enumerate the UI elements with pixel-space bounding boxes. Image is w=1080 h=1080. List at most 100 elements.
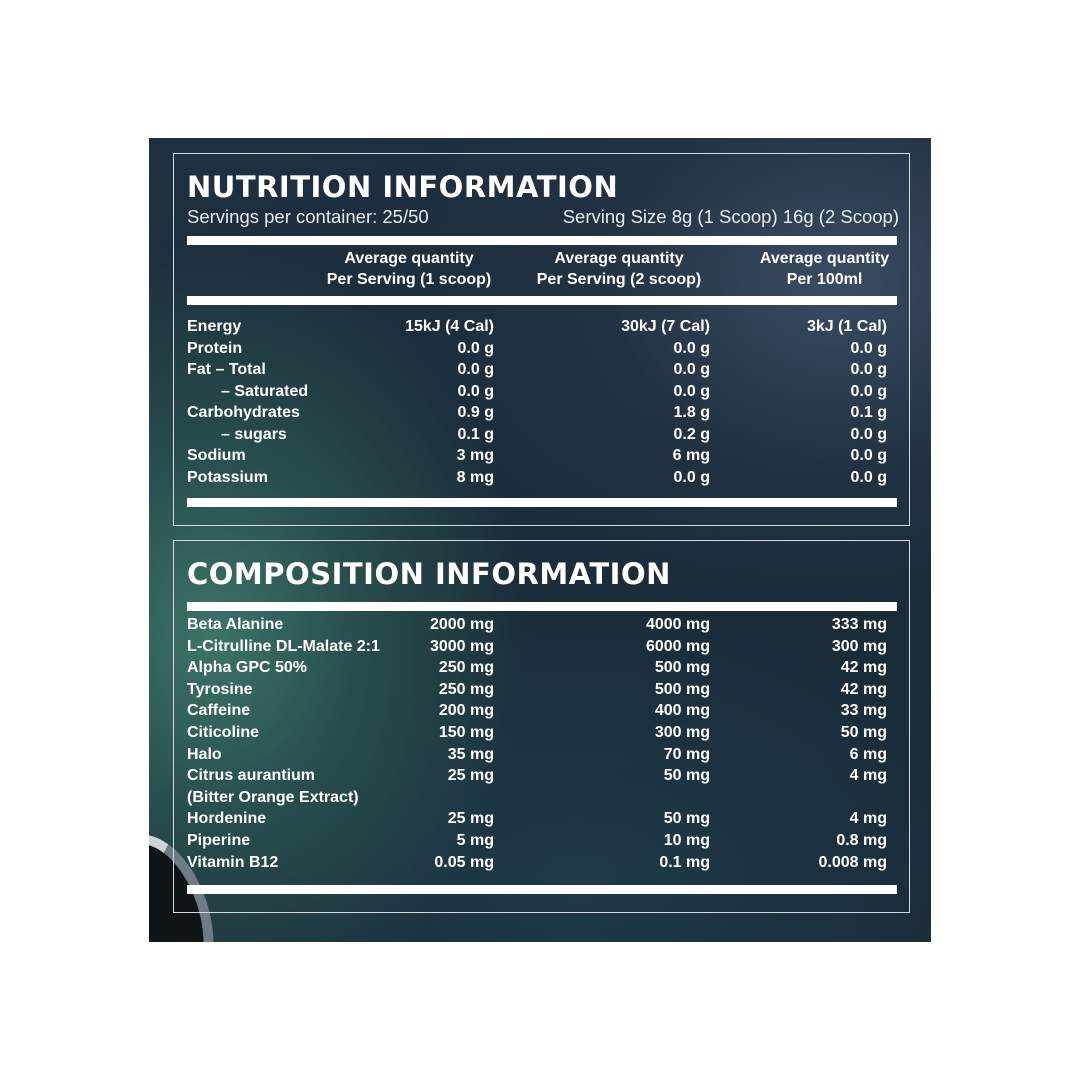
table-row: Piperine 5 mg 10 mg 0.8 mg [187,832,887,854]
row-label: Citrus aurantium [187,767,316,785]
row-label: Caffeine [187,702,251,720]
row-value: 0.0 g [673,339,710,357]
nutrition-title: NUTRITION INFORMATION [187,170,619,204]
row-value: 333 mg [831,616,887,633]
row-value: 0.0 g [850,447,887,464]
table-row: Protein 0.0 g 0.0 g 0.0 g [187,340,887,362]
row-value: 0.0 g [673,468,710,486]
row-label: Alpha GPC 50% [187,659,308,677]
row-value: 500 mg [654,659,710,677]
row-label: Potassium [187,468,268,486]
row-value: 3000 mg [429,637,494,655]
row-value: 25 mg [447,810,494,828]
row-value: 200 mg [438,702,494,720]
row-value: 0.1 g [457,425,494,443]
divider-bar [187,236,897,245]
composition-title: COMPOSITION INFORMATION [187,557,671,591]
row-value: 8 mg [456,468,494,486]
row-value: 0.0 g [850,468,887,486]
row-value: 0.0 g [850,361,887,378]
row-value: 0.1 g [850,404,887,421]
row-value: 0.0 g [457,361,494,378]
row-value: 2000 mg [429,616,494,633]
row-value: 300 mg [654,724,710,741]
row-value: 70 mg [663,745,710,763]
servings-line: Servings per container: 25/50 Serving Si… [187,206,899,228]
table-row: Caffeine 200 mg 400 mg 33 mg [187,702,887,724]
row-value: 0.8 mg [836,832,887,849]
row-value: 42 mg [840,659,887,677]
table-row: Fat – Total 0.0 g 0.0 g 0.0 g [187,361,887,383]
table-row: Alpha GPC 50% 250 mg 500 mg 42 mg [187,659,887,681]
row-value: 0.9 g [457,404,494,421]
row-value: 0.0 g [850,339,887,357]
row-value: 400 mg [654,702,710,720]
column-header-1-scoop: Average quantity Per Serving (1 scoop) [326,250,492,288]
row-value: 15kJ (4 Cal) [405,318,494,335]
column-header-2-scoop: Average quantity Per Serving (2 scoop) [536,250,702,288]
row-label: Sodium [187,447,246,464]
table-row: Energy 15kJ (4 Cal) 30kJ (7 Cal) 3kJ (1 Cal… [187,318,887,340]
row-label: Fat – Total [187,361,266,378]
row-value: 50 mg [663,767,710,785]
row-value: 30kJ (7 Cal) [621,318,710,335]
row-label: Protein [187,339,243,357]
table-row: Halo 35 mg 70 mg 6 mg [187,746,887,768]
row-value: 500 mg [654,680,710,698]
row-value: 4 mg [849,767,887,785]
servings-per-container: Servings per container: 25/50 [187,206,429,227]
row-value: 1.8 g [673,404,710,421]
column-header-per-100ml: Average quantity Per 100ml [759,250,890,288]
row-label: Halo [187,745,222,763]
divider-bar [187,602,897,611]
row-value: 0.0 g [673,361,710,378]
table-row: Vitamin B12 0.05 mg 0.1 mg 0.008 mg [187,854,887,876]
divider-bar [187,885,897,894]
row-value: 6 mg [849,745,887,763]
nutrition-panel: NUTRITION INFORMATION Servings per conta… [173,153,910,526]
row-label: Tyrosine [187,680,253,698]
row-value: 50 mg [840,724,887,741]
row-value: 6000 mg [645,637,710,655]
row-label: Piperine [187,832,251,849]
row-value: 5 mg [456,832,494,849]
row-value: 3kJ (1 Cal) [806,318,887,335]
row-label: Carbohydrates [187,404,300,421]
row-value: 4000 mg [645,616,710,633]
row-label: – sugars [221,425,287,443]
row-value: 0.0 g [457,339,494,357]
row-value: 0.0 g [457,382,494,400]
table-row: (Bitter Orange Extract) [187,789,887,811]
table-row: Hordenine 25 mg 50 mg 4 mg [187,810,887,832]
serving-size: Serving Size 8g (1 Scoop) 16g (2 Scoop) [562,206,899,227]
row-value: 300 mg [831,637,887,655]
table-row: – Saturated 0.0 g 0.0 g 0.0 g [187,383,887,405]
table-row: Beta Alanine 2000 mg 4000 mg 333 mg [187,616,887,638]
row-label: Citicoline [187,724,260,741]
table-row: – sugars 0.1 g 0.2 g 0.0 g [187,426,887,448]
row-value: 42 mg [840,680,887,698]
row-label: Energy [187,318,242,335]
row-label: (Bitter Orange Extract) [187,788,359,806]
row-value: 50 mg [663,810,710,828]
row-value: 0.008 mg [818,853,887,871]
row-value: 4 mg [849,810,887,828]
table-row: Sodium 3 mg 6 mg 0.0 g [187,447,887,469]
table-row: Citicoline 150 mg 300 mg 50 mg [187,724,887,746]
row-value: 0.0 g [673,382,710,400]
row-value: 10 mg [663,832,710,849]
table-row: Tyrosine 250 mg 500 mg 42 mg [187,681,887,703]
row-label: Hordenine [187,810,267,828]
table-row: Citrus aurantium 25 mg 50 mg 4 mg [187,767,887,789]
row-value: 150 mg [438,724,494,741]
row-value: 0.1 mg [659,853,710,871]
row-value: 6 mg [672,447,710,464]
row-value: 250 mg [438,659,494,677]
row-value: 0.2 g [673,425,710,443]
row-label: – Saturated [221,382,309,400]
row-value: 0.0 g [850,382,887,400]
divider-bar [187,296,897,305]
row-label: L-Citrulline DL-Malate 2:1 [187,637,380,655]
supplement-label: NUTRITION INFORMATION Servings per conta… [149,138,931,942]
row-value: 0.05 mg [434,853,494,871]
